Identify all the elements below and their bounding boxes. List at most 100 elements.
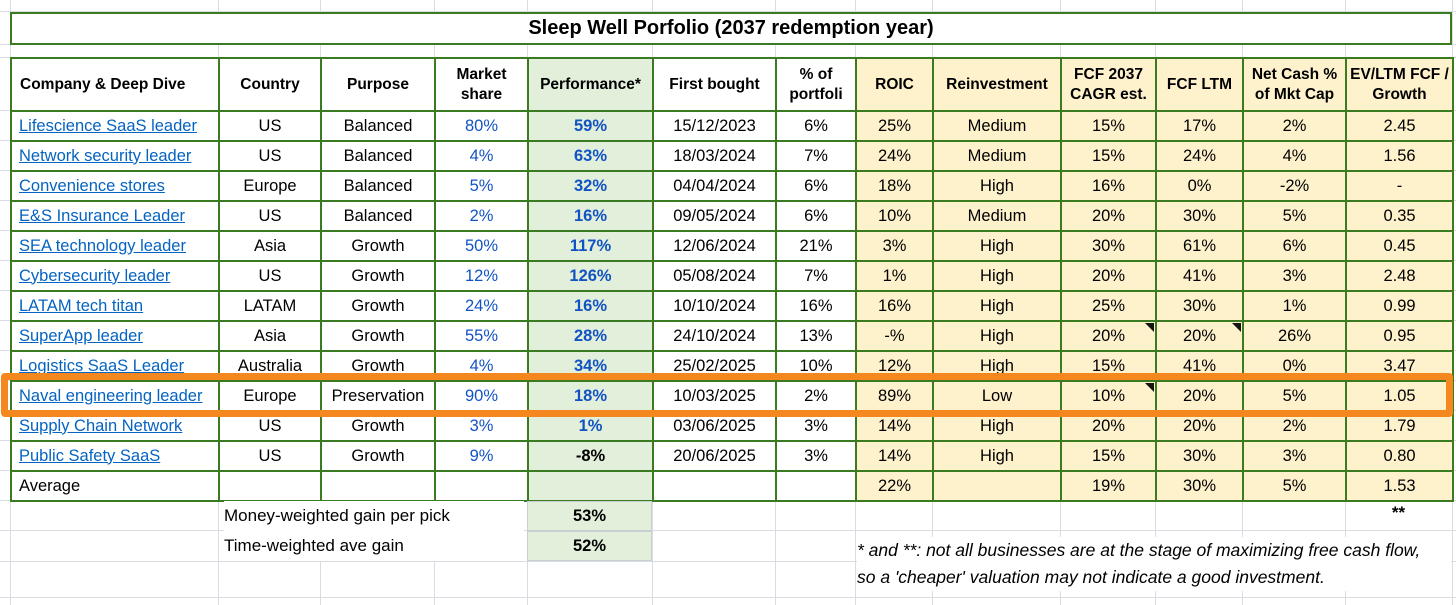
cell-company: Logistics SaaS Leader (10, 350, 220, 382)
cell-net-cash-pct: 6% (1242, 230, 1347, 262)
cell-fcf-ltm: 24% (1155, 140, 1244, 172)
cell-company: Cybersecurity leader (10, 260, 220, 292)
cell-market-share: 24% (434, 290, 529, 322)
company-link[interactable]: Cybersecurity leader (19, 266, 171, 285)
company-link[interactable]: Public Safety SaaS (19, 446, 161, 465)
table-row: Cybersecurity leader US Growth 12% 126% 05/08… (10, 260, 1454, 292)
cell-fcf-ltm: 17% (1155, 110, 1244, 142)
cell-country: Europe (218, 380, 322, 412)
cell-fcf-2037-cagr: 25% (1060, 290, 1157, 322)
cell-company: Lifescience SaaS leader (10, 110, 220, 142)
average-cell-ev-ltm-fcf: 1.53 (1345, 470, 1454, 502)
cell-purpose: Preservation (320, 380, 436, 412)
cell-net-cash-pct: 26% (1242, 320, 1347, 352)
cell-net-cash-pct: 0% (1242, 350, 1347, 382)
cell-market-share: 80% (434, 110, 529, 142)
cell-pct-portfolio: 13% (775, 320, 857, 352)
average-cell-fcf-ltm: 30% (1155, 470, 1244, 502)
cell-performance: 126% (527, 260, 654, 292)
cell-net-cash-pct: -2% (1242, 170, 1347, 202)
cell-ev-ltm-fcf: - (1345, 170, 1454, 202)
cell-fcf-2037-cagr: 20% (1060, 410, 1157, 442)
cell-roic: 10% (855, 200, 934, 232)
cell-ev-ltm-fcf: 1.56 (1345, 140, 1454, 172)
col-header-purpose: Purpose (320, 57, 436, 112)
cell-fcf-ltm: 0% (1155, 170, 1244, 202)
company-link[interactable]: LATAM tech titan (19, 296, 144, 315)
company-link[interactable]: SuperApp leader (19, 326, 143, 345)
cell-country: US (218, 260, 322, 292)
average-cell-fcf-2037-cagr: 19% (1060, 470, 1157, 502)
money-weighted-label: Money-weighted gain per pick (224, 501, 524, 531)
cell-fcf-2037-cagr: 15% (1060, 140, 1157, 172)
cell-market-share: 55% (434, 320, 529, 352)
average-cell-reinvestment (932, 470, 1062, 502)
cell-roic: 24% (855, 140, 934, 172)
company-link[interactable]: Naval engineering leader (19, 386, 203, 405)
cell-reinvestment: Medium (932, 110, 1062, 142)
cell-first-bought: 25/02/2025 (652, 350, 777, 382)
cell-fcf-2037-cagr: 20% (1060, 260, 1157, 292)
cell-pct-portfolio: 3% (775, 410, 857, 442)
cell-roic: 89% (855, 380, 934, 412)
cell-net-cash-pct: 2% (1242, 410, 1347, 442)
col-header-pct-portfolio: % of portfoli (775, 57, 857, 112)
cell-fcf-ltm: 30% (1155, 200, 1244, 232)
cell-purpose: Growth (320, 290, 436, 322)
average-cell-performance (527, 470, 654, 502)
average-row: Average 22% 19% 30% 5% 1.53 (10, 470, 1454, 502)
cell-country: US (218, 440, 322, 472)
cell-first-bought: 12/06/2024 (652, 230, 777, 262)
average-cell-market-share (434, 470, 529, 502)
cell-company: Supply Chain Network (10, 410, 220, 442)
cell-fcf-ltm: 30% (1155, 290, 1244, 322)
company-link[interactable]: Lifescience SaaS leader (19, 116, 197, 135)
cell-first-bought: 05/08/2024 (652, 260, 777, 292)
cell-purpose: Balanced (320, 140, 436, 172)
cell-market-share: 50% (434, 230, 529, 262)
cell-reinvestment: High (932, 410, 1062, 442)
cell-ev-ltm-fcf: 2.45 (1345, 110, 1454, 142)
footnote-line1: * and **: not all businesses are at the … (857, 540, 1421, 560)
cell-ev-ltm-fcf: 3.47 (1345, 350, 1454, 382)
cell-country: Asia (218, 320, 322, 352)
cell-pct-portfolio: 3% (775, 440, 857, 472)
col-header-fcf-2037-cagr: FCF 2037 CAGR est. (1060, 57, 1157, 112)
cell-ev-ltm-fcf: 0.45 (1345, 230, 1454, 262)
cell-reinvestment: High (932, 320, 1062, 352)
table-row: Convenience stores Europe Balanced 5% 32% 04/… (10, 170, 1454, 202)
cell-fcf-ltm: 41% (1155, 350, 1244, 382)
cell-fcf-2037-cagr: 20% (1060, 200, 1157, 232)
cell-company: SuperApp leader (10, 320, 220, 352)
company-link[interactable]: E&S Insurance Leader (19, 206, 186, 225)
cell-fcf-ltm: 20% (1155, 380, 1244, 412)
cell-net-cash-pct: 2% (1242, 110, 1347, 142)
cell-performance: 18% (527, 380, 654, 412)
company-link[interactable]: Network security leader (19, 146, 192, 165)
cell-performance: 16% (527, 200, 654, 232)
company-link[interactable]: Logistics SaaS Leader (19, 356, 185, 375)
company-link[interactable]: SEA technology leader (19, 236, 186, 255)
cell-performance: 16% (527, 290, 654, 322)
cell-fcf-2037-cagr: 15% (1060, 440, 1157, 472)
average-cell-pct-portfolio (775, 470, 857, 502)
time-weighted-label: Time-weighted ave gain (224, 531, 524, 561)
cell-roic: 14% (855, 410, 934, 442)
cell-ev-ltm-fcf: 0.99 (1345, 290, 1454, 322)
table-header-row: Company & Deep Dive Country Purpose Market … (10, 57, 1454, 112)
table-row: SEA technology leader Asia Growth 50% 117% 12… (10, 230, 1454, 262)
cell-pct-portfolio: 2% (775, 380, 857, 412)
company-link[interactable]: Convenience stores (19, 176, 165, 195)
col-header-company: Company & Deep Dive (10, 57, 220, 112)
company-link[interactable]: Supply Chain Network (19, 416, 183, 435)
cell-country: US (218, 110, 322, 142)
cell-ev-ltm-fcf: 0.95 (1345, 320, 1454, 352)
cell-market-share: 4% (434, 350, 529, 382)
cell-country: US (218, 410, 322, 442)
table-row: Lifescience SaaS leader US Balanced 80% 59% 1… (10, 110, 1454, 142)
cell-performance: 117% (527, 230, 654, 262)
cell-net-cash-pct: 4% (1242, 140, 1347, 172)
cell-first-bought: 10/10/2024 (652, 290, 777, 322)
cell-pct-portfolio: 10% (775, 350, 857, 382)
cell-reinvestment: Medium (932, 140, 1062, 172)
